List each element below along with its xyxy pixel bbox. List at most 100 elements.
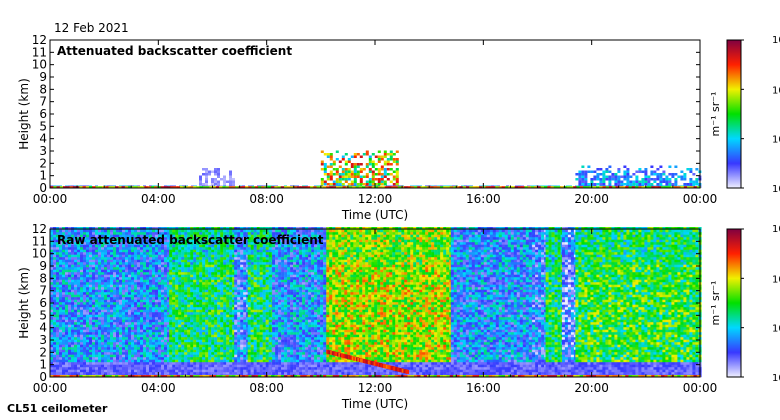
- data-cell: [89, 269, 93, 273]
- data-cell: [175, 247, 179, 250]
- data-cell: [234, 244, 238, 248]
- data-cell: [184, 324, 188, 328]
- data-cell: [134, 324, 138, 328]
- data-cell: [62, 337, 66, 340]
- data-cell: [602, 183, 606, 186]
- data-cell: [368, 170, 372, 173]
- data-cell: [128, 332, 132, 335]
- data-cell: [95, 319, 99, 323]
- data-cell: [638, 186, 643, 189]
- data-cell: [113, 239, 117, 243]
- data-cell: [220, 307, 224, 310]
- data-cell: [237, 329, 241, 333]
- data-cell: [143, 229, 147, 233]
- data-cell: [683, 173, 687, 176]
- data-cell: [214, 334, 218, 338]
- data-cell: [167, 264, 171, 268]
- data-cell: [108, 186, 113, 189]
- data-cell: [190, 259, 194, 263]
- data-cell: [240, 367, 244, 370]
- data-cell: [202, 299, 206, 303]
- data-cell: [128, 367, 132, 370]
- data-cell: [77, 372, 81, 375]
- data-cell: [164, 292, 168, 295]
- data-cell: [95, 329, 99, 333]
- data-cell: [217, 232, 221, 235]
- data-cell: [53, 244, 57, 248]
- data-cell: [653, 173, 657, 176]
- data-cell: [68, 299, 72, 303]
- data-cell: [92, 324, 96, 328]
- data-cell: [56, 279, 60, 283]
- data-cell: [134, 312, 138, 315]
- data-cell: [237, 297, 241, 300]
- data-cell: [65, 254, 69, 258]
- data-cell: [152, 232, 156, 235]
- data-cell: [243, 342, 247, 345]
- data-cell: [223, 367, 227, 370]
- data-cell: [223, 234, 227, 238]
- data-cell: [167, 314, 171, 318]
- data-cell: [92, 249, 96, 253]
- data-cell: [344, 160, 348, 163]
- data-cell: [223, 299, 227, 303]
- data-cell: [104, 244, 108, 248]
- data-cell: [65, 284, 69, 288]
- data-cell: [226, 339, 230, 343]
- data-cell: [122, 337, 126, 340]
- data-cell: [167, 237, 171, 240]
- data-cell: [205, 344, 209, 348]
- data-cell: [199, 359, 203, 363]
- data-cell: [77, 364, 81, 368]
- data-cell: [128, 304, 132, 308]
- data-cell: [155, 342, 159, 345]
- data-cell: [237, 289, 241, 293]
- data-cell: [178, 342, 182, 345]
- data-cell: [89, 254, 93, 258]
- data-cell: [74, 287, 78, 290]
- data-cell: [83, 312, 87, 315]
- data-cell: [626, 178, 630, 181]
- data-cell: [161, 309, 165, 313]
- data-cell: [116, 357, 120, 360]
- data-cell: [175, 324, 179, 328]
- data-cell: [95, 312, 99, 315]
- data-cell: [80, 244, 84, 248]
- data-cell: [119, 299, 123, 303]
- data-cell: [56, 334, 60, 338]
- data-cell: [65, 319, 69, 323]
- data-cell: [50, 354, 54, 358]
- data-cell: [172, 369, 176, 373]
- data-cell: [150, 186, 155, 189]
- data-cell: [164, 239, 168, 243]
- data-cell: [71, 339, 75, 343]
- data-cell: [131, 309, 135, 313]
- data-cell: [205, 292, 209, 295]
- data-cell: [59, 352, 63, 355]
- data-cell: [356, 173, 360, 176]
- data-cell: [181, 279, 185, 283]
- data-cell: [420, 186, 425, 189]
- data-cell: [226, 269, 230, 273]
- data-cell: [56, 302, 60, 305]
- data-cell: [128, 354, 132, 358]
- data-cell: [140, 342, 144, 345]
- data-cell: [202, 244, 206, 248]
- data-cell: [68, 357, 72, 360]
- data-cell: [92, 237, 96, 240]
- data-cell: [119, 327, 123, 330]
- data-cell: [175, 227, 179, 230]
- data-cell: [342, 186, 347, 189]
- data-cell: [220, 234, 224, 238]
- data-cell: [74, 274, 78, 278]
- data-cell: [92, 242, 96, 245]
- data-cell: [240, 272, 244, 275]
- data-cell: [469, 186, 474, 189]
- data-cell: [113, 304, 117, 308]
- data-cell: [234, 232, 238, 235]
- data-cell: [169, 247, 173, 250]
- data-cell: [92, 302, 96, 305]
- data-cell: [128, 319, 132, 323]
- data-cell: [98, 292, 102, 295]
- data-cell: [68, 369, 72, 373]
